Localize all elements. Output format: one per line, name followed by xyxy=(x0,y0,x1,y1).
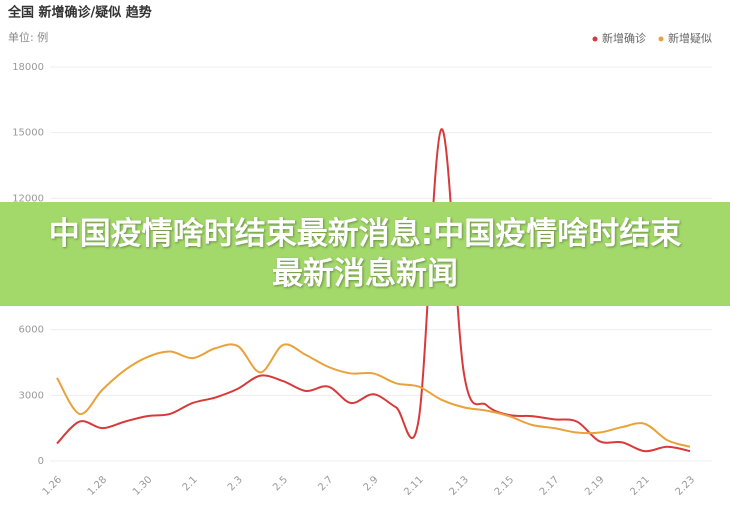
banner-text: 中国疫情啥时结束最新消息:中国疫情啥时结束最新消息新闻 xyxy=(48,216,682,292)
legend-marker xyxy=(658,36,664,42)
series-line xyxy=(56,343,691,448)
y-tick-label: 6000 xyxy=(19,325,44,336)
x-tick-label: 2.3 xyxy=(226,474,245,493)
legend-marker xyxy=(592,36,598,42)
y-tick-label: 0 xyxy=(38,456,44,467)
series-line xyxy=(56,128,691,453)
y-tick-label: 3000 xyxy=(19,390,44,401)
legend-label: 新增疑似 xyxy=(668,31,712,45)
x-tick-label: 2.21 xyxy=(628,474,652,498)
x-tick-label: 2.7 xyxy=(316,474,335,493)
overlay-banner: 中国疫情啥时结束最新消息:中国疫情啥时结束最新消息新闻 xyxy=(0,202,730,306)
chart-title: 全国 新增确诊/疑似 趋势 xyxy=(7,5,152,21)
legend-label: 新增确诊 xyxy=(602,31,646,45)
x-tick-label: 2.23 xyxy=(674,474,698,498)
x-tick-label: 2.1 xyxy=(181,474,200,493)
unit-label: 单位: 例 xyxy=(8,30,48,44)
x-tick-label: 1.30 xyxy=(131,474,155,498)
x-tick-label: 2.17 xyxy=(538,474,562,498)
y-tick-label: 12000 xyxy=(12,193,44,204)
x-tick-label: 1.26 xyxy=(41,474,65,498)
x-tick-label: 1.28 xyxy=(86,474,110,498)
x-tick-label: 2.15 xyxy=(493,474,517,498)
y-tick-label: 15000 xyxy=(12,128,44,139)
x-tick-label: 2.11 xyxy=(402,474,426,498)
x-tick-label: 2.19 xyxy=(583,474,607,498)
x-tick-label: 2.13 xyxy=(447,474,471,498)
x-tick-label: 2.5 xyxy=(271,474,290,493)
x-tick-label: 2.9 xyxy=(362,474,381,493)
y-tick-label: 18000 xyxy=(12,62,44,73)
